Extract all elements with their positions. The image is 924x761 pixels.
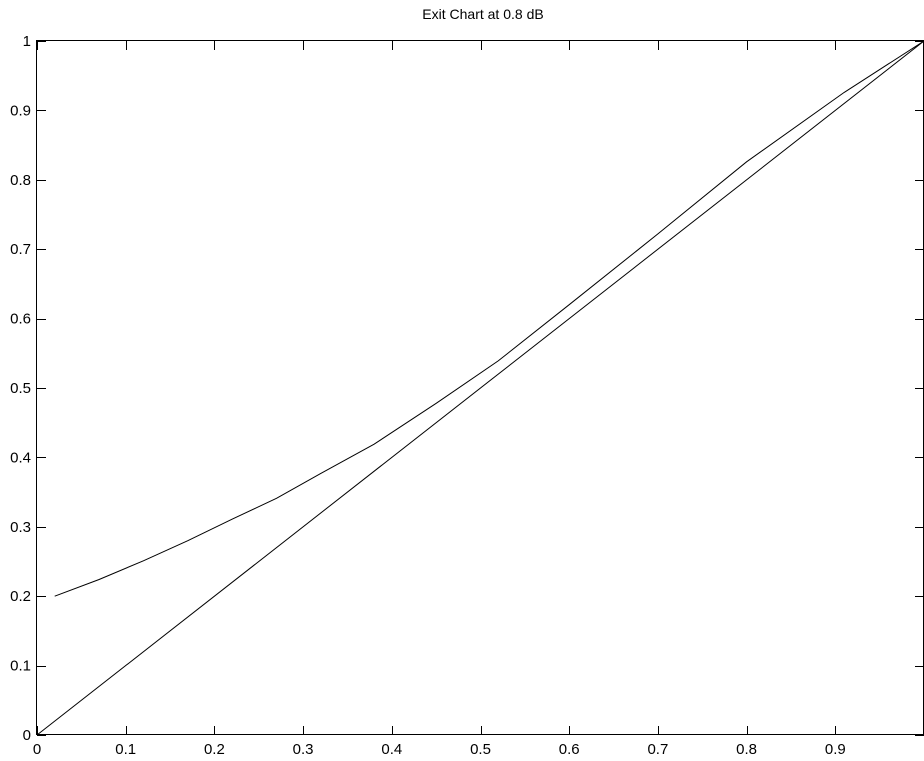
y-tick-label: 0.3 [10, 519, 31, 536]
y-tick-label: 0.7 [10, 241, 31, 258]
y-tick-label: 0.9 [10, 102, 31, 119]
x-tick-label: 0 [33, 741, 41, 758]
y-axis: 0 0.1 0.2 0.3 0.4 0.5 0.6 0.7 0.8 0.9 1 [10, 33, 924, 744]
y-tick-label: 0.6 [10, 311, 31, 328]
x-tick-label: 0.7 [647, 741, 668, 758]
chart-title: Exit Chart at 0.8 dB [422, 6, 543, 22]
x-tick-label: 0.4 [381, 741, 402, 758]
x-tick-label: 0.1 [115, 741, 136, 758]
y-tick-label: 0.2 [10, 588, 31, 605]
y-tick-label: 0.4 [10, 449, 31, 466]
series-curve-line [54, 40, 924, 597]
x-tick-label: 0.9 [825, 741, 846, 758]
series-group [36, 40, 924, 736]
x-tick-label: 0.5 [470, 741, 491, 758]
y-tick-label: 0.8 [10, 172, 31, 189]
x-tick-label: 0.8 [736, 741, 757, 758]
series-diagonal-line [36, 40, 924, 736]
y-tick-label: 0.1 [10, 658, 31, 675]
y-tick-label: 1 [23, 33, 31, 50]
x-tick-label: 0.2 [204, 741, 225, 758]
x-tick-label: 0.3 [293, 741, 314, 758]
y-tick-label: 0.5 [10, 380, 31, 397]
x-axis: 0 0.1 0.2 0.3 0.4 0.5 0.6 0.7 0.8 0.9 [33, 41, 846, 758]
x-tick-label: 0.6 [559, 741, 580, 758]
plot-area-frame [36, 40, 924, 735]
y-tick-label: 0 [23, 727, 31, 744]
